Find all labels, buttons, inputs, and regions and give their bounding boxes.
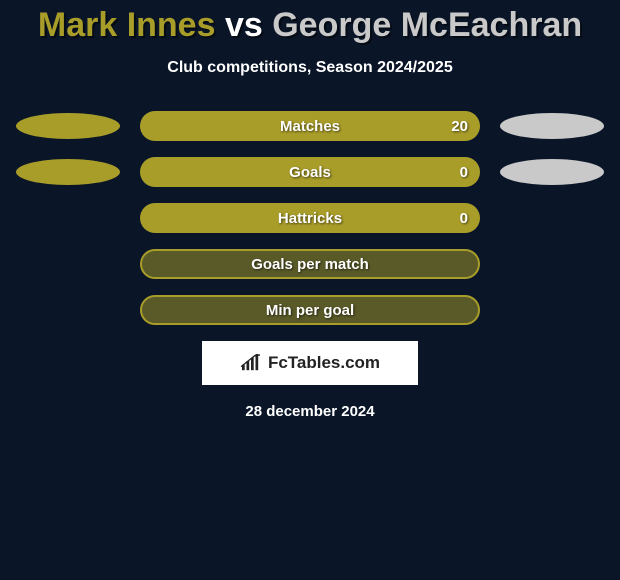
left-ellipse	[16, 251, 120, 277]
brand-box: FcTables.com	[202, 341, 418, 385]
stat-bar: Goals per match	[140, 249, 480, 279]
stat-row: Min per goal	[0, 295, 620, 325]
stats-container: Matches20Goals0Hattricks0Goals per match…	[0, 111, 620, 325]
brand-text: FcTables.com	[268, 353, 380, 373]
right-ellipse	[500, 205, 604, 231]
stat-row: Matches20	[0, 111, 620, 141]
stat-row: Hattricks0	[0, 203, 620, 233]
vs-text: vs	[225, 6, 263, 44]
player1-name: Mark Innes	[38, 6, 216, 44]
right-ellipse	[500, 113, 604, 139]
right-ellipse	[500, 297, 604, 323]
stat-label: Min per goal	[142, 297, 478, 323]
stat-value-right: 0	[460, 157, 468, 187]
stat-row: Goals per match	[0, 249, 620, 279]
player2-name: George McEachran	[272, 6, 582, 44]
stat-bar: Min per goal	[140, 295, 480, 325]
stat-bar: Goals0	[140, 157, 480, 187]
left-ellipse	[16, 205, 120, 231]
page-title: Mark Innes vs George McEachran	[0, 0, 620, 45]
stat-label: Hattricks	[140, 203, 480, 233]
right-ellipse	[500, 251, 604, 277]
stat-label: Matches	[140, 111, 480, 141]
stat-label: Goals per match	[142, 251, 478, 277]
left-ellipse	[16, 297, 120, 323]
stat-value-right: 20	[451, 111, 468, 141]
left-ellipse	[16, 159, 120, 185]
left-ellipse	[16, 113, 120, 139]
chart-icon	[240, 354, 262, 372]
subtitle: Club competitions, Season 2024/2025	[0, 59, 620, 77]
right-ellipse	[500, 159, 604, 185]
stat-label: Goals	[140, 157, 480, 187]
stat-row: Goals0	[0, 157, 620, 187]
stat-value-right: 0	[460, 203, 468, 233]
date-text: 28 december 2024	[0, 403, 620, 420]
stat-bar: Hattricks0	[140, 203, 480, 233]
stat-bar: Matches20	[140, 111, 480, 141]
